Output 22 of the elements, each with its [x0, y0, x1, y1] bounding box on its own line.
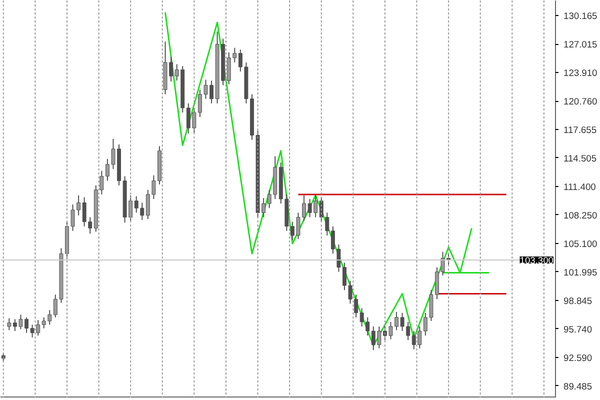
- y-tick-label: 92.590: [564, 353, 592, 364]
- candlestick: [48, 310, 52, 326]
- y-tick-label: 120.760: [564, 96, 598, 107]
- y-tick-label: 101.995: [564, 267, 598, 278]
- y-tick-label: 98.845: [564, 296, 592, 306]
- y-tick-label: 123.910: [564, 68, 598, 78]
- y-tick-label: 114.505: [564, 153, 597, 164]
- y-tick-label: 130.165: [564, 10, 598, 21]
- y-tick-label: 89.485: [564, 381, 592, 392]
- candlestick: [42, 316, 46, 329]
- candlestick: [76, 194, 81, 216]
- y-tick-label: 105.100: [564, 239, 598, 250]
- candlestick: [7, 318, 12, 331]
- ref-line-label: 103.300: [520, 256, 554, 266]
- y-tick-label: 127.015: [564, 40, 598, 50]
- candlestick: [354, 294, 358, 318]
- candlestick: [267, 189, 272, 209]
- y-tick-label: 117.655: [564, 124, 597, 135]
- candlestick: [238, 49, 242, 72]
- y-tick-label: 95.740: [564, 324, 592, 334]
- y-tick-label: 111.400: [564, 182, 596, 192]
- y-tick-label: 108.250: [564, 210, 598, 220]
